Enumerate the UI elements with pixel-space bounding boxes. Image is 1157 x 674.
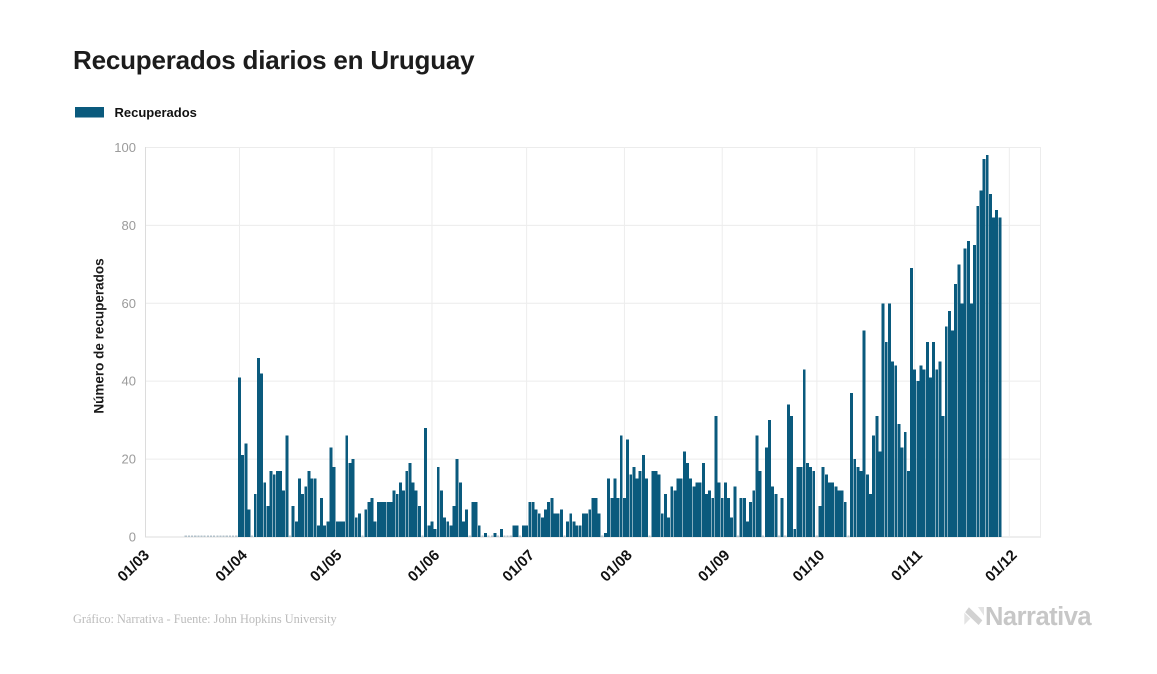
svg-text:80: 80 [122, 218, 136, 233]
svg-text:0: 0 [129, 530, 136, 545]
svg-text:Número de recuperados: Número de recuperados [92, 258, 107, 413]
svg-text:Gráfico: Narrativa - Fuente: J: Gráfico: Narrativa - Fuente: John Hopkin… [73, 612, 337, 626]
svg-text:Recuperados diarios en Uruguay: Recuperados diarios en Uruguay [73, 45, 475, 75]
svg-text:60: 60 [122, 296, 136, 311]
svg-text:20: 20 [122, 452, 136, 467]
svg-text:Narrativa: Narrativa [985, 603, 1092, 631]
svg-text:Recuperados: Recuperados [115, 105, 197, 120]
svg-text:100: 100 [114, 140, 136, 155]
svg-text:40: 40 [122, 374, 136, 389]
